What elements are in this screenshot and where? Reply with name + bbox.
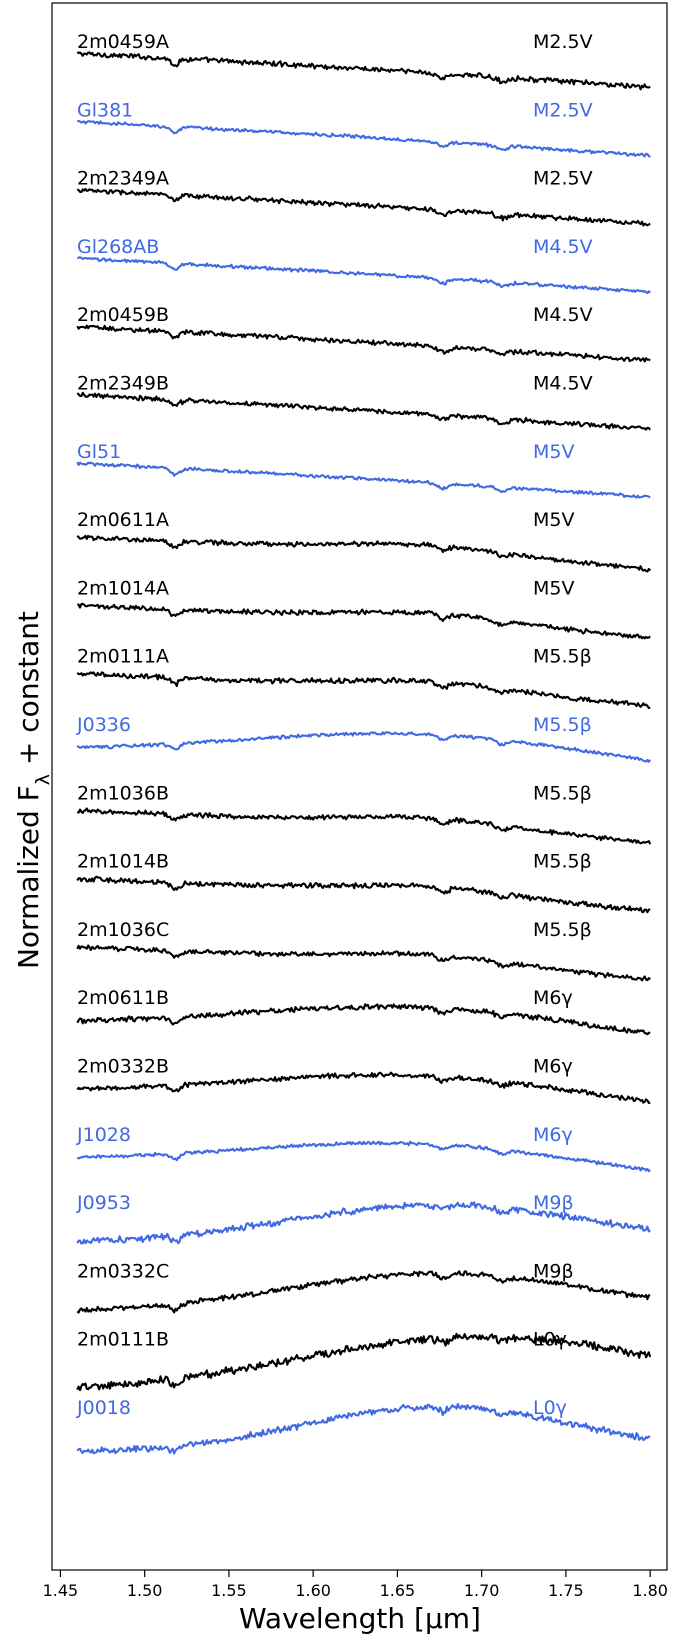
spectrum-name-label: 2m2349A xyxy=(77,168,169,190)
spectrum-name-label: 2m0459B xyxy=(77,304,169,326)
spectral-type-label: M4.5V xyxy=(533,304,593,326)
spectrum-name-label: J1028 xyxy=(76,1124,131,1146)
spectrum-name-label: J0018 xyxy=(76,1397,131,1419)
spectrum-name-label: 2m0111B xyxy=(77,1329,169,1351)
spectrum-line-2m0332c xyxy=(76,1270,651,1314)
spectral-type-label: M5V xyxy=(533,509,574,531)
spectrum-line-2m0111b xyxy=(76,1332,652,1392)
spectrum-line-gl381 xyxy=(77,119,651,158)
x-tick-label: 1.80 xyxy=(632,1581,668,1600)
spectrum-name-label: Gl268AB xyxy=(77,236,159,258)
spectral-type-label: M6γ xyxy=(533,1056,573,1078)
y-axis-label-main: Normalized F xyxy=(12,785,45,969)
spectrum-line-j0018 xyxy=(76,1402,651,1455)
spectral-type-label: M5.5β xyxy=(533,646,592,668)
spectra-layer xyxy=(76,51,652,1455)
spectrum-name-label: 2m1014A xyxy=(77,577,169,599)
spectral-type-label: M5.5β xyxy=(533,851,592,873)
spectrum-line-gl268ab xyxy=(77,256,651,295)
spectral-type-label: M4.5V xyxy=(533,373,593,395)
spectrum-line-2m1014a xyxy=(77,602,651,640)
spectrum-line-2m0459b xyxy=(76,324,651,363)
spectral-type-label: M6γ xyxy=(533,1124,573,1146)
spectrum-name-label: 2m0332B xyxy=(77,1056,169,1078)
spectrum-line-2m0611b xyxy=(76,1003,651,1036)
spectrum-line-2m0459a xyxy=(76,51,651,91)
spectral-type-label: M9β xyxy=(533,1260,574,1282)
spectrum-name-label: 2m0611A xyxy=(77,509,169,531)
spectrum-name-label: 2m0111A xyxy=(77,646,169,668)
plot-frame xyxy=(51,2,668,1571)
spectrum-name-label: 2m0459A xyxy=(77,31,169,53)
spectrum-line-2m2349b xyxy=(76,391,652,431)
spectral-type-label: L0γ xyxy=(533,1397,567,1419)
x-tick-label: 1.55 xyxy=(211,1581,247,1600)
spectrum-line-2m2349a xyxy=(76,187,651,227)
spectrum-name-label: 2m0332C xyxy=(77,1260,169,1282)
spectrum-line-j0953 xyxy=(76,1201,651,1245)
spectrum-line-2m0111a xyxy=(76,671,651,710)
y-axis-label: Normalized Fλ + constant xyxy=(12,611,54,969)
spectral-type-label: L0γ xyxy=(533,1329,567,1351)
x-tick-label: 1.65 xyxy=(380,1581,416,1600)
spectrum-line-2m1036c xyxy=(76,944,651,982)
x-tick-label: 1.50 xyxy=(127,1581,163,1600)
y-axis-label-suffix: + constant xyxy=(12,611,45,774)
spectrum-line-2m1014b xyxy=(76,875,651,914)
spectrum-name-label: 2m0611B xyxy=(77,987,169,1009)
x-tick-label: 1.45 xyxy=(43,1581,79,1600)
label-layer: 2m0459A M2.5V Gl381 M2.5V 2m2349A M2.5V Gl268A… xyxy=(76,31,593,1419)
spectrum-line-j0336 xyxy=(76,731,652,763)
spectral-type-label: M4.5V xyxy=(533,236,593,258)
spectral-type-label: M2.5V xyxy=(533,31,593,53)
spectrum-name-label: Gl381 xyxy=(77,99,133,121)
spectrum-line-gl51 xyxy=(76,461,651,499)
spectral-type-label: M9β xyxy=(533,1192,574,1214)
spectrum-name-label: 2m1014B xyxy=(77,851,169,873)
x-axis-label: Wavelength [μm] xyxy=(239,1602,481,1635)
y-axis-label-subscript: λ xyxy=(32,774,54,785)
spectral-type-label: M5.5β xyxy=(533,919,592,941)
spectrum-line-2m0611a xyxy=(76,534,651,573)
spectrum-line-j1028 xyxy=(76,1140,651,1173)
spectrum-name-label: 2m2349B xyxy=(77,373,169,395)
spectrum-name-label: Gl51 xyxy=(77,441,121,463)
x-tick-label: 1.60 xyxy=(295,1581,331,1600)
spectral-type-label: M2.5V xyxy=(533,168,593,190)
spectral-type-label: M6γ xyxy=(533,987,573,1009)
spectrum-line-2m0332b xyxy=(76,1071,651,1105)
spectral-type-label: M2.5V xyxy=(533,99,593,121)
spectral-type-label: M5V xyxy=(533,441,574,463)
spectrum-line-2m1036b xyxy=(76,807,652,845)
spectrum-name-label: J0336 xyxy=(76,714,131,736)
x-axis-ticks: 1.45 1.50 1.55 1.60 1.65 1.70 1.75 1.80 xyxy=(43,1570,668,1600)
x-tick-label: 1.70 xyxy=(464,1581,500,1600)
spectrum-name-label: 2m1036C xyxy=(77,919,169,941)
spectral-type-label: M5.5β xyxy=(533,714,592,736)
spectral-type-label: M5.5β xyxy=(533,782,592,804)
spectral-type-label: M5V xyxy=(533,577,574,599)
spectrum-name-label: 2m1036B xyxy=(77,782,169,804)
x-tick-label: 1.75 xyxy=(548,1581,584,1600)
spectrum-name-label: J0953 xyxy=(76,1192,131,1214)
